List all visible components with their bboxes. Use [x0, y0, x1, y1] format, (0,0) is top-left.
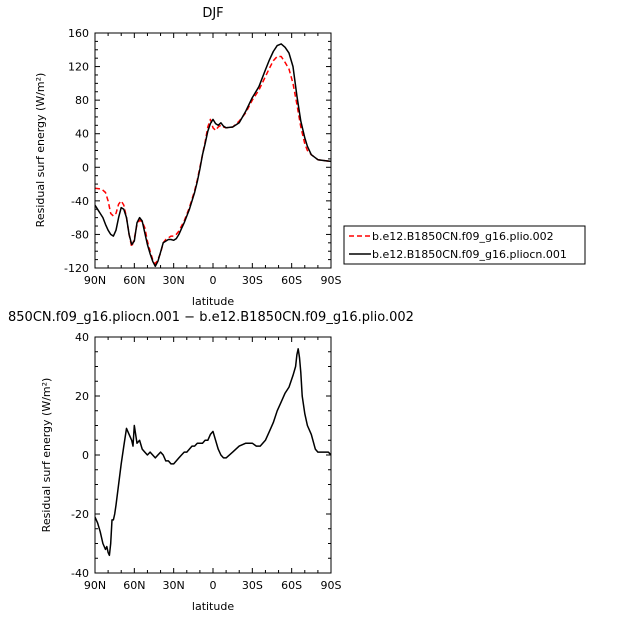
top-y-tick-label: 40: [75, 128, 89, 141]
bottom-x-tick-label: 30S: [242, 579, 263, 592]
bottom-x-tick-label: 0: [210, 579, 217, 592]
top-chart-title: DJF: [202, 6, 223, 21]
top-x-tick-label: 30N: [163, 274, 185, 287]
bottom-plot-frame: [94, 336, 332, 574]
legend-box: [343, 225, 586, 265]
top-x-tick-label: 90S: [321, 274, 342, 287]
top-y-tick-label: 0: [82, 161, 89, 174]
top-x-tick-label: 0: [210, 274, 217, 287]
bottom-y-tick-label: -20: [71, 508, 89, 521]
top-plot-frame: [94, 32, 332, 269]
bottom-x-tick-label: 90N: [84, 579, 106, 592]
bottom-y-tick-label: -40: [71, 567, 89, 580]
top-x-tick-label: 90N: [84, 274, 106, 287]
top-y-tick-label: -120: [64, 262, 89, 275]
bottom-y-tick-label: 0: [82, 449, 89, 462]
bottom-series-line-0: [95, 348, 331, 557]
top-x-tick-label: 30S: [242, 274, 263, 287]
legend: b.e12.B1850CN.f09_g16.plio.002 b.e12.B18…: [343, 225, 586, 265]
bottom-x-tick-label: 60N: [123, 579, 145, 592]
top-series-line-1: [95, 43, 331, 268]
top-x-tick-label: 60S: [281, 274, 302, 287]
bottom-x-axis-label: latitude: [192, 600, 234, 613]
bottom-x-tick-label: 30N: [163, 579, 185, 592]
bottom-panel: 850CN.f09_g16.pliocn.001 − b.e12.B1850CN…: [8, 310, 414, 613]
top-y-tick-label: 80: [75, 94, 89, 107]
bottom-chart-title: 850CN.f09_g16.pliocn.001 − b.e12.B1850CN…: [8, 310, 414, 325]
bottom-x-tick-label: 60S: [281, 579, 302, 592]
top-y-tick-label: 120: [68, 61, 89, 74]
legend-label-pliocn: b.e12.B1850CN.f09_g16.pliocn.001: [372, 248, 567, 261]
bottom-y-tick-label: 40: [75, 331, 89, 344]
legend-label-plio: b.e12.B1850CN.f09_g16.plio.002: [372, 230, 554, 243]
top-y-tick-label: -40: [71, 195, 89, 208]
top-y-tick-label: -80: [71, 228, 89, 241]
bottom-x-tick-label: 90S: [321, 579, 342, 592]
top-panel: DJF Residual surf energy (W/m²) latitude…: [34, 6, 342, 308]
top-y-axis-label: Residual surf energy (W/m²): [34, 73, 47, 228]
top-x-axis-label: latitude: [192, 295, 234, 308]
bottom-y-tick-label: 20: [75, 390, 89, 403]
top-x-tick-label: 60N: [123, 274, 145, 287]
bottom-y-axis-label: Residual surf energy (W/m²): [40, 378, 53, 533]
top-y-tick-label: 160: [68, 27, 89, 40]
